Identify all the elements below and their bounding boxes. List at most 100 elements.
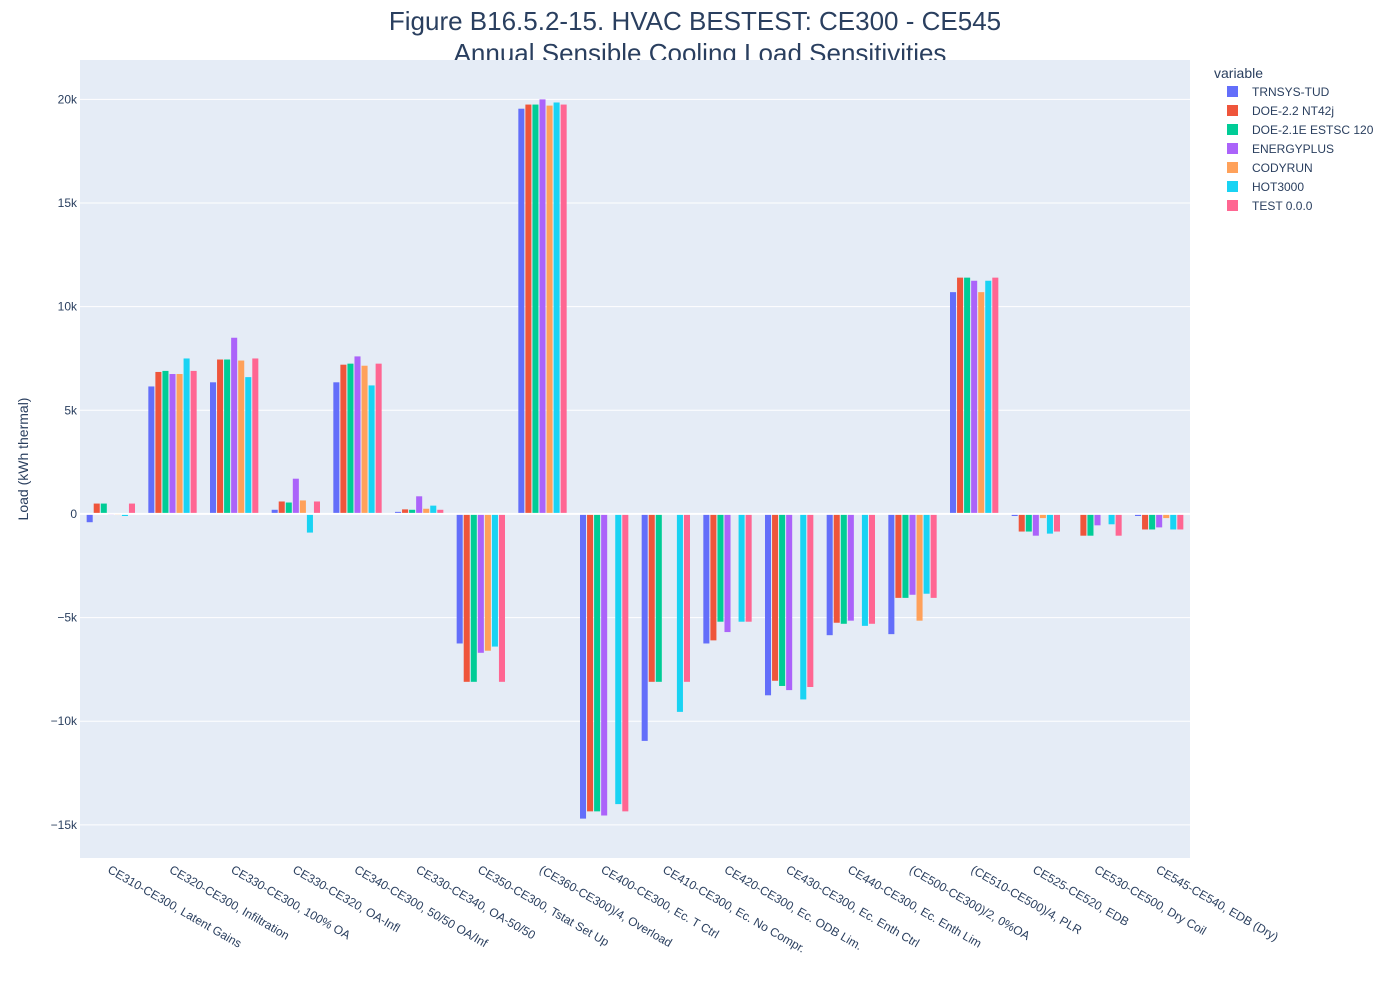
bar-hot3000-17[interactable]: [1170, 513, 1177, 530]
legend-item-label[interactable]: CODYRUN: [1252, 161, 1313, 175]
bar-trnsys-tud-0[interactable]: [86, 513, 93, 523]
bar-energyplus-3[interactable]: [292, 478, 299, 514]
bar-trnsys-tud-7[interactable]: [518, 108, 525, 514]
bar-trnsys-tud-11[interactable]: [765, 513, 772, 696]
bar-energyplus-13[interactable]: [909, 513, 916, 595]
bar-hot3000-6[interactable]: [491, 513, 498, 647]
bar-trnsys-tud-2[interactable]: [210, 382, 217, 514]
bar-energyplus-7[interactable]: [539, 99, 546, 514]
bar-doe-2-2-nt42j-8[interactable]: [587, 513, 594, 812]
bar-doe-2-2-nt42j-17[interactable]: [1142, 513, 1149, 530]
legend-item-label[interactable]: ENERGYPLUS: [1252, 142, 1334, 156]
bar-test-0-0-0-0[interactable]: [128, 503, 135, 514]
bar-energyplus-10[interactable]: [724, 513, 731, 633]
bar-doe-2-1e-estsc-120-1[interactable]: [162, 370, 169, 514]
bar-doe-2-2-nt42j-13[interactable]: [895, 513, 902, 598]
bar-energyplus-12[interactable]: [847, 513, 854, 621]
bar-hot3000-9[interactable]: [676, 513, 683, 712]
bar-test-0-0-0-4[interactable]: [375, 363, 382, 514]
legend-item-label[interactable]: HOT3000: [1252, 180, 1304, 194]
bar-energyplus-14[interactable]: [971, 280, 978, 514]
bar-doe-2-1e-estsc-120-17[interactable]: [1149, 513, 1156, 530]
bar-trnsys-tud-13[interactable]: [888, 513, 895, 635]
bar-doe-2-2-nt42j-9[interactable]: [648, 513, 655, 682]
bar-hot3000-16[interactable]: [1108, 513, 1115, 525]
bar-trnsys-tud-8[interactable]: [580, 513, 587, 819]
bar-codyrun-17[interactable]: [1163, 513, 1170, 519]
legend-swatch[interactable]: [1227, 86, 1238, 97]
bar-doe-2-1e-estsc-120-16[interactable]: [1087, 513, 1094, 536]
legend-item-label[interactable]: DOE-2.1E ESTSC 120: [1252, 123, 1374, 137]
bar-test-0-0-0-15[interactable]: [1053, 513, 1060, 532]
legend-swatch[interactable]: [1227, 162, 1238, 173]
bar-hot3000-0[interactable]: [121, 513, 128, 516]
bar-codyrun-1[interactable]: [176, 374, 183, 514]
bar-test-0-0-0-17[interactable]: [1177, 513, 1184, 530]
bar-energyplus-11[interactable]: [786, 513, 793, 691]
legend-item-label[interactable]: TRNSYS-TUD: [1252, 85, 1330, 99]
bar-hot3000-11[interactable]: [800, 513, 807, 700]
bar-test-0-0-0-14[interactable]: [992, 277, 999, 514]
bar-doe-2-1e-estsc-120-0[interactable]: [100, 503, 107, 514]
bar-hot3000-3[interactable]: [306, 513, 313, 533]
bar-doe-2-2-nt42j-10[interactable]: [710, 513, 717, 641]
bar-trnsys-tud-1[interactable]: [148, 386, 155, 514]
bar-doe-2-1e-estsc-120-6[interactable]: [470, 513, 477, 682]
legend-swatch[interactable]: [1227, 124, 1238, 135]
bar-codyrun-6[interactable]: [484, 513, 491, 651]
bar-doe-2-2-nt42j-1[interactable]: [155, 371, 162, 514]
bar-codyrun-15[interactable]: [1039, 513, 1046, 519]
bar-energyplus-4[interactable]: [354, 356, 361, 514]
legend-item-label[interactable]: DOE-2.2 NT42j: [1252, 104, 1334, 118]
bar-doe-2-2-nt42j-5[interactable]: [402, 509, 409, 514]
bar-trnsys-tud-3[interactable]: [271, 509, 278, 514]
legend-swatch[interactable]: [1227, 105, 1238, 116]
bar-doe-2-1e-estsc-120-11[interactable]: [779, 513, 786, 686]
bar-doe-2-2-nt42j-6[interactable]: [463, 513, 470, 682]
bar-energyplus-16[interactable]: [1094, 513, 1101, 526]
bar-doe-2-1e-estsc-120-10[interactable]: [717, 513, 724, 622]
bar-doe-2-1e-estsc-120-5[interactable]: [409, 509, 416, 514]
bar-doe-2-1e-estsc-120-7[interactable]: [532, 104, 539, 514]
bar-doe-2-1e-estsc-120-15[interactable]: [1025, 513, 1032, 532]
bar-test-0-0-0-8[interactable]: [622, 513, 629, 812]
bar-codyrun-7[interactable]: [546, 105, 553, 514]
bar-doe-2-1e-estsc-120-14[interactable]: [964, 277, 971, 514]
bar-doe-2-2-nt42j-2[interactable]: [217, 359, 224, 514]
bar-energyplus-2[interactable]: [231, 337, 238, 514]
bar-trnsys-tud-12[interactable]: [826, 513, 833, 636]
bar-test-0-0-0-12[interactable]: [868, 513, 875, 624]
bar-hot3000-8[interactable]: [615, 513, 622, 805]
bar-doe-2-2-nt42j-4[interactable]: [340, 364, 347, 514]
bar-trnsys-tud-15[interactable]: [1011, 513, 1018, 516]
bar-doe-2-1e-estsc-120-8[interactable]: [594, 513, 601, 812]
bar-energyplus-5[interactable]: [416, 496, 423, 514]
bar-doe-2-2-nt42j-3[interactable]: [278, 501, 285, 514]
bar-codyrun-3[interactable]: [299, 500, 306, 514]
bar-hot3000-2[interactable]: [245, 377, 252, 514]
bar-doe-2-1e-estsc-120-3[interactable]: [285, 502, 292, 514]
bar-hot3000-14[interactable]: [985, 280, 992, 514]
bar-energyplus-6[interactable]: [477, 513, 484, 653]
bar-trnsys-tud-14[interactable]: [950, 292, 957, 514]
bar-hot3000-15[interactable]: [1046, 513, 1053, 534]
bar-test-0-0-0-11[interactable]: [807, 513, 814, 687]
bar-test-0-0-0-10[interactable]: [745, 513, 752, 622]
bar-doe-2-1e-estsc-120-9[interactable]: [655, 513, 662, 682]
bar-doe-2-2-nt42j-15[interactable]: [1018, 513, 1025, 532]
bar-energyplus-8[interactable]: [601, 513, 608, 816]
bar-codyrun-14[interactable]: [978, 292, 985, 514]
bar-hot3000-12[interactable]: [861, 513, 868, 626]
bar-energyplus-1[interactable]: [169, 374, 176, 514]
legend-swatch[interactable]: [1227, 143, 1238, 154]
bar-test-0-0-0-6[interactable]: [498, 513, 505, 682]
bar-energyplus-15[interactable]: [1032, 513, 1039, 536]
legend-swatch[interactable]: [1227, 200, 1238, 211]
bar-doe-2-2-nt42j-7[interactable]: [525, 104, 532, 514]
bar-doe-2-2-nt42j-0[interactable]: [93, 503, 100, 514]
bar-doe-2-1e-estsc-120-13[interactable]: [902, 513, 909, 598]
bar-doe-2-2-nt42j-16[interactable]: [1080, 513, 1087, 536]
bar-test-0-0-0-5[interactable]: [437, 509, 444, 514]
bar-hot3000-13[interactable]: [923, 513, 930, 594]
bar-test-0-0-0-1[interactable]: [190, 370, 197, 514]
